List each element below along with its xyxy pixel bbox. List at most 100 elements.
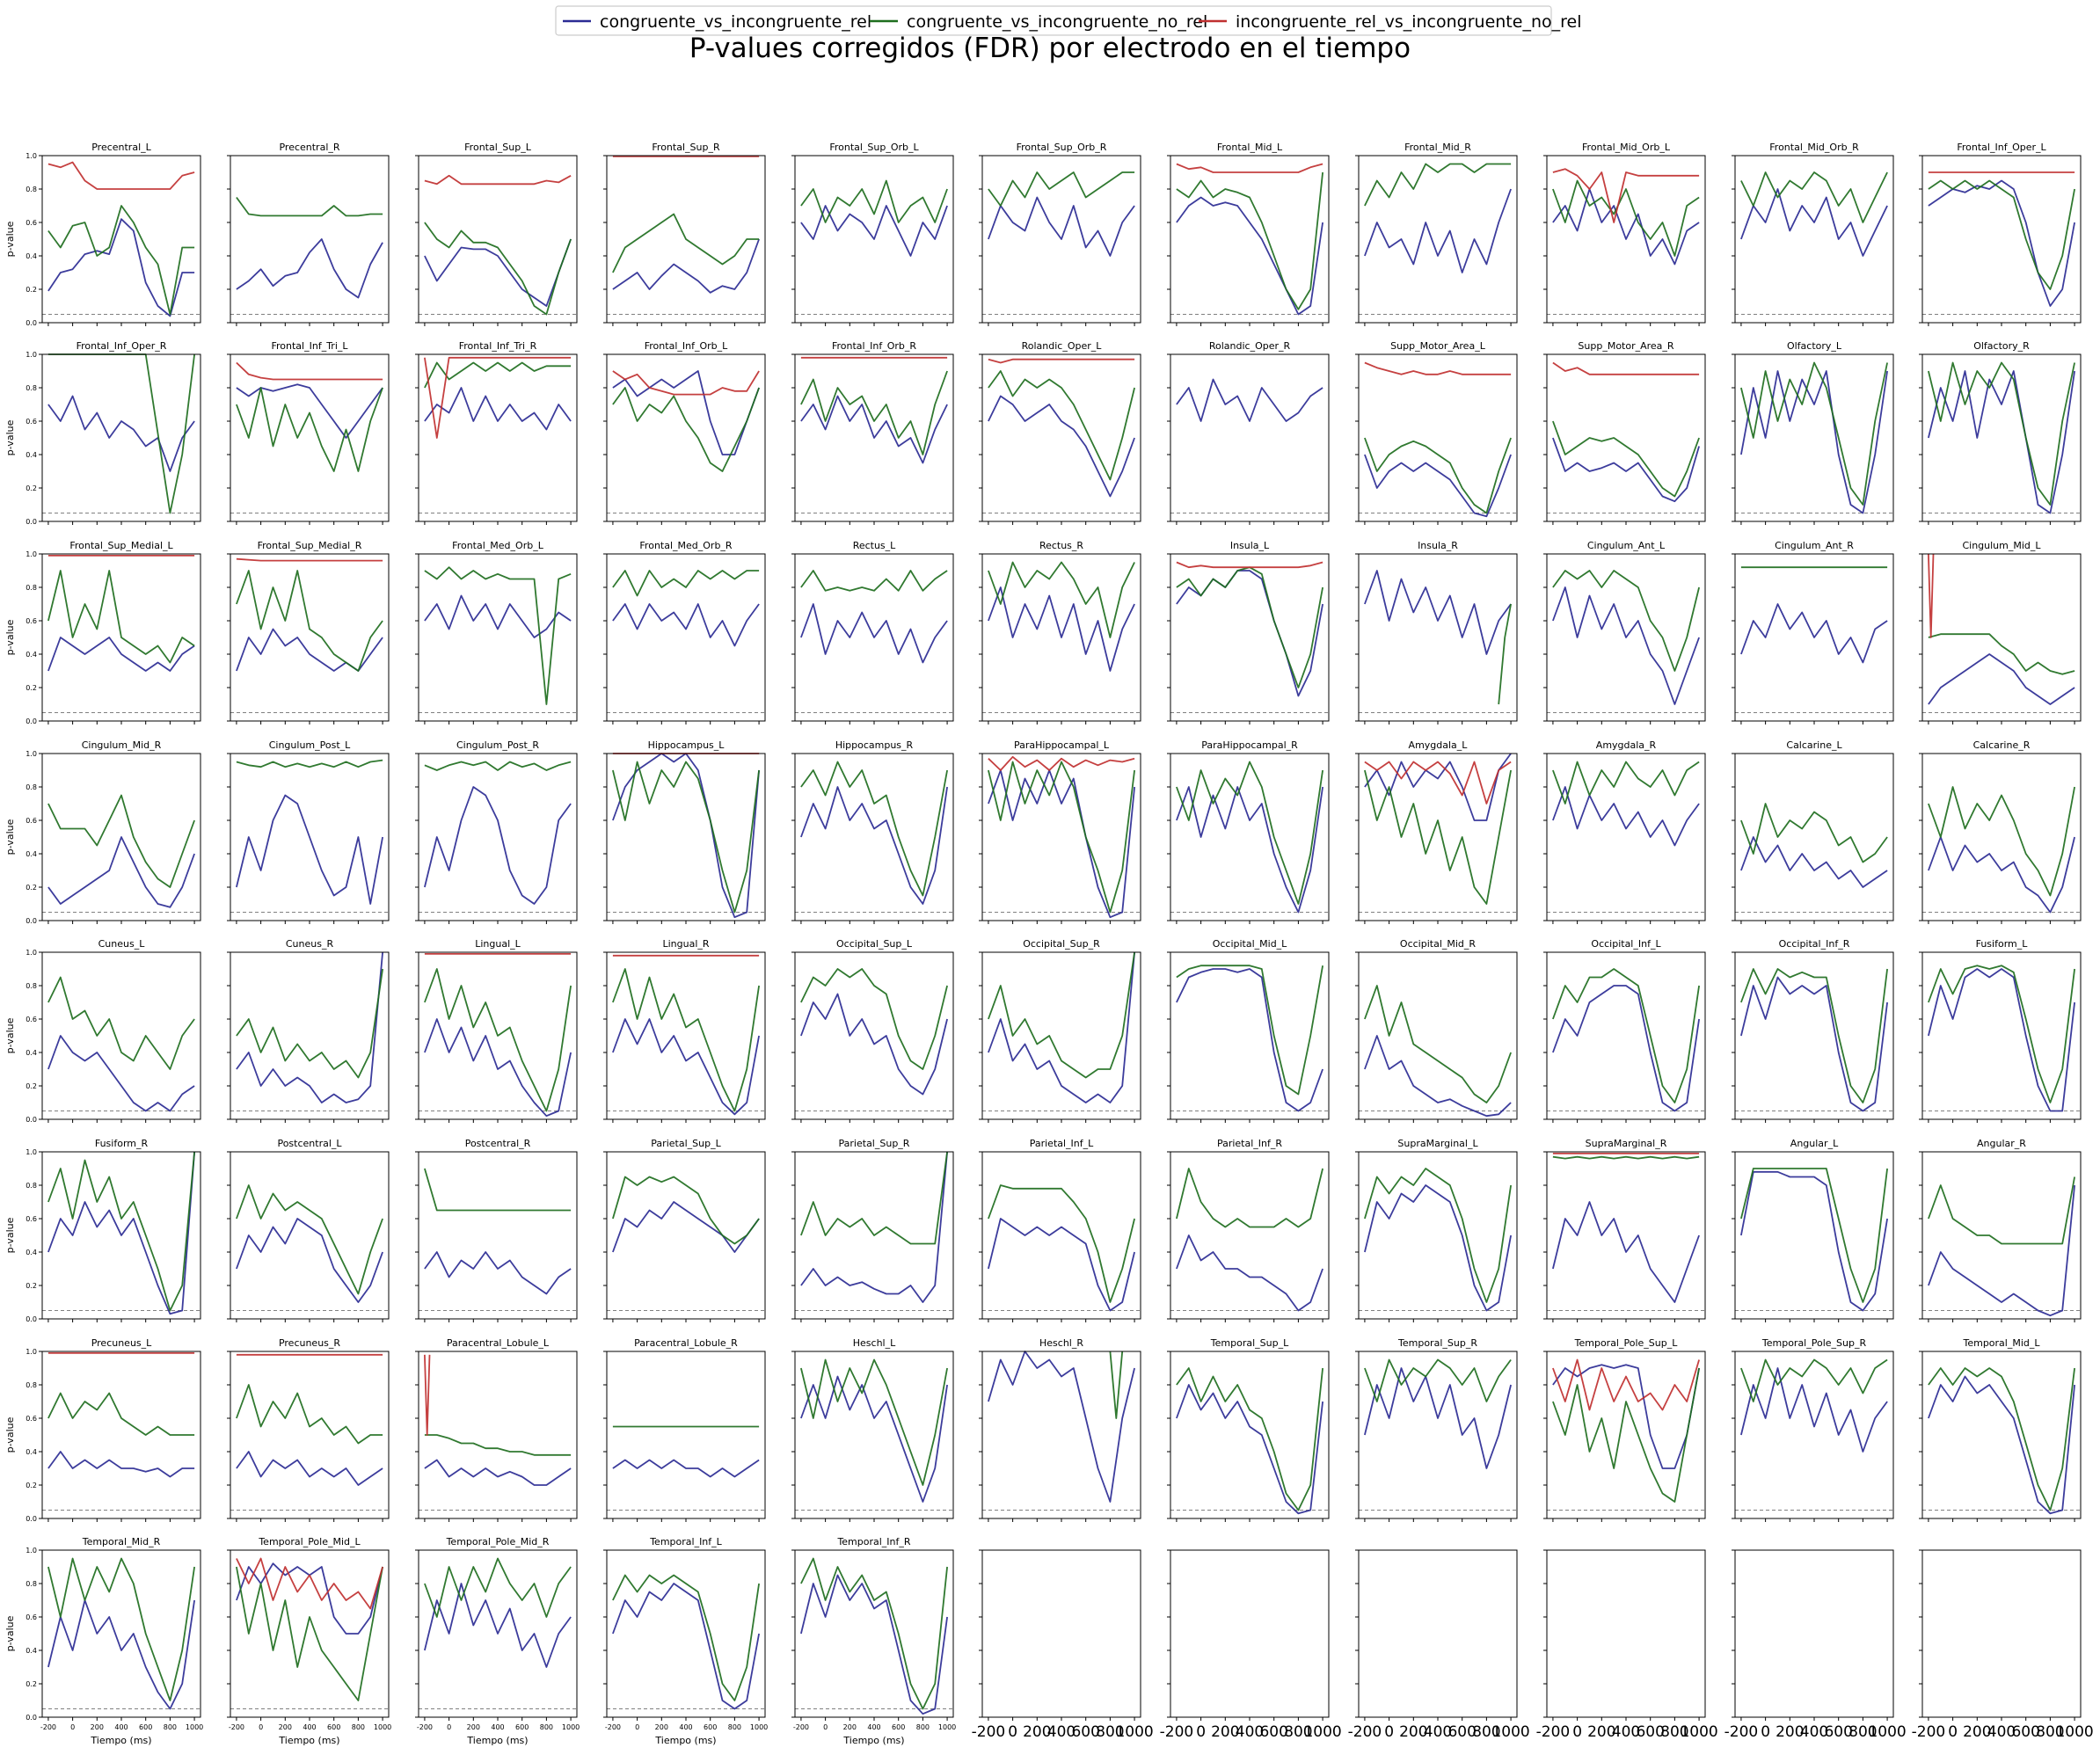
subplot: Frontal_Mid_Orb_L: [1543, 142, 1706, 326]
series-line: [424, 968, 572, 1112]
series-line: [612, 213, 760, 273]
subplot: Rolandic_Oper_R: [1167, 340, 1330, 525]
x-tick-label: 800: [1284, 1723, 1312, 1741]
subplot: Cingulum_Mid_R 0.0 0.2 0.4 0.6 0.8 1.0 p-value: [4, 739, 201, 925]
series-line: [424, 566, 572, 705]
subplot-title: Temporal_Sup_R: [1397, 1337, 1477, 1349]
x-tick-label: 400: [1612, 1723, 1640, 1741]
y-tick-label: 1.0: [26, 351, 37, 359]
subplot: Hippocampus_R: [791, 739, 954, 924]
series-line: [1928, 836, 2075, 914]
subplot: Cuneus_L 0.0 0.2 0.4 0.6 0.8 1.0 p-value: [4, 938, 201, 1124]
x-tick-label: 1000: [2055, 1723, 2093, 1741]
subplot-title: Frontal_Sup_R: [652, 142, 720, 153]
panel-grid: Precentral_L0.00.20.40.60.81.0p-valuePre…: [4, 142, 2094, 1746]
subplot: Occipital_Mid_L: [1167, 938, 1330, 1123]
subplot: Precentral_L 0.0 0.2 0.4 0.6 0.8 1.0 p-value: [4, 142, 201, 327]
subplot: Frontal_Inf_Orb_L: [603, 340, 766, 525]
subplot: Fusiform_L: [1919, 938, 2082, 1123]
series-line: [47, 836, 195, 908]
series-line: [612, 570, 760, 597]
subplot-title: Rectus_L: [853, 540, 896, 551]
y-tick-label: 1.0: [26, 750, 37, 758]
subplot-title: Frontal_Inf_Orb_R: [832, 340, 916, 352]
y-tick-label: 0.8: [26, 186, 37, 193]
series-line: [1176, 786, 1323, 914]
x-tick-label: 0: [1761, 1723, 1770, 1741]
subplot-title: Temporal_Mid_R: [82, 1536, 161, 1547]
x-tick-label: -200: [1536, 1723, 1571, 1741]
x-tick-label: -200: [1160, 1723, 1194, 1741]
subplot: Frontal_Mid_L: [1167, 142, 1330, 326]
axes-frame: [1170, 353, 1330, 522]
x-tick-label: 200: [1587, 1723, 1615, 1741]
series-line: [988, 761, 1135, 914]
axes-frame: [418, 1351, 578, 1519]
series-line: [1176, 570, 1323, 697]
axes-frame: [1170, 753, 1330, 921]
axes-frame: [418, 1151, 578, 1320]
subplot-title: Temporal_Pole_Mid_L: [258, 1536, 361, 1547]
subplot-title: Precentral_L: [91, 142, 151, 153]
series-line: [988, 1218, 1135, 1312]
subplot-title: Frontal_Mid_R: [1404, 142, 1471, 153]
x-tick-label: 200: [1023, 1723, 1051, 1741]
series-line: [1498, 603, 1512, 705]
axes-frame: [606, 1549, 766, 1718]
x-tick-label: 1000: [1303, 1723, 1341, 1741]
x-tick-label: 800: [728, 1723, 741, 1731]
y-tick-label: 0.2: [26, 1680, 37, 1688]
axes-frame: [1546, 353, 1706, 522]
subplot: Lingual_L: [415, 938, 578, 1123]
axes-frame: [794, 753, 954, 921]
x-tick-label: 1000: [750, 1723, 768, 1731]
series-line: [1364, 437, 1512, 514]
y-tick-label: 0.0: [26, 1315, 37, 1323]
y-tick-label: 0.4: [26, 651, 37, 659]
y-tick-label: 0.2: [26, 684, 37, 692]
y-axis-label: p-value: [4, 1416, 16, 1453]
subplot-title: Angular_R: [1977, 1138, 2026, 1149]
subplot: Temporal_Pole_Mid_L -200 0 200 400 600 800 1000…: [227, 1536, 391, 1746]
subplot-title: Calcarine_L: [1786, 739, 1842, 751]
subplot-title: Paracentral_Lobule_R: [634, 1337, 738, 1349]
y-tick-label: 0.4: [26, 1647, 37, 1655]
subplot: Occipital_Sup_L: [791, 938, 954, 1123]
series-line: [800, 205, 948, 257]
y-tick-label: 1.0: [26, 152, 37, 160]
subplot-title: Temporal_Inf_L: [649, 1536, 722, 1547]
x-tick-label: -200: [40, 1723, 56, 1731]
series-line: [1928, 968, 2075, 1112]
series-line: [612, 238, 760, 294]
x-tick-label: 1000: [562, 1723, 580, 1731]
subplot-title: Occipital_Inf_R: [1779, 938, 1850, 950]
series-line: [236, 238, 383, 299]
series-line: [1552, 786, 1700, 847]
subplot: Parietal_Inf_R: [1167, 1138, 1330, 1322]
subplot-title: Frontal_Inf_Oper_R: [77, 340, 167, 352]
series-line: [236, 951, 383, 1103]
subplot: Postcentral_R: [415, 1138, 578, 1322]
series-line: [1928, 179, 2075, 307]
series-line: [1928, 1375, 2075, 1515]
series-line: [988, 951, 1135, 1103]
series-line: [1364, 1367, 1512, 1469]
x-tick-label: -200: [1348, 1723, 1382, 1741]
series-line: [424, 594, 572, 638]
y-axis-label: p-value: [4, 1017, 16, 1053]
y-tick-label: 0.6: [26, 1016, 37, 1023]
subplot-title: SupraMarginal_R: [1586, 1138, 1667, 1149]
subplot: Temporal_Inf_L -200 0 200 400 600 800 1000 Tiemp…: [603, 1536, 768, 1746]
axes-frame: [1170, 951, 1330, 1120]
subplot-title: Amygdala_R: [1596, 739, 1657, 751]
subplot-title: Fusiform_R: [95, 1138, 149, 1149]
axes-frame: [981, 1549, 1141, 1718]
subplot-title: Hippocampus_R: [835, 739, 914, 751]
y-tick-label: 0.6: [26, 1613, 37, 1621]
subplot-title: Frontal_Sup_Orb_L: [829, 142, 919, 153]
y-tick-label: 0.2: [26, 1482, 37, 1489]
series-line: [236, 968, 383, 1079]
axes-frame: [1921, 753, 2082, 921]
